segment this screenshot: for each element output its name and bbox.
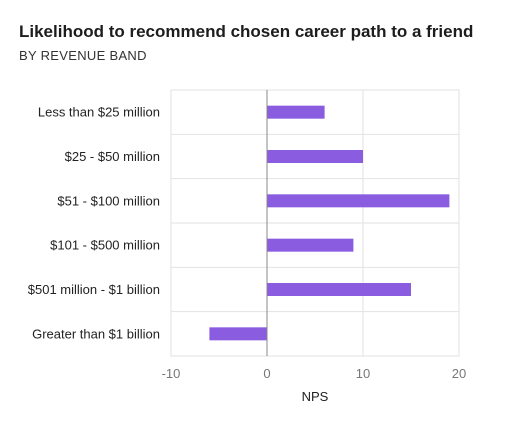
x-tick-label: 0 xyxy=(263,366,270,381)
category-label: $101 - $500 million xyxy=(50,238,160,253)
x-tick-label: -10 xyxy=(162,366,181,381)
x-axis-title: NPS xyxy=(302,389,329,404)
category-label: Less than $25 million xyxy=(38,105,160,120)
category-label: $25 - $50 million xyxy=(65,149,160,164)
bar xyxy=(209,327,267,341)
chart-subtitle: BY REVENUE BAND xyxy=(19,48,147,63)
category-label: $51 - $100 million xyxy=(57,193,160,208)
chart-title: Likelihood to recommend chosen career pa… xyxy=(19,22,474,41)
x-tick-label: 10 xyxy=(356,366,370,381)
bar xyxy=(267,283,411,296)
category-label: $501 million - $1 billion xyxy=(28,282,160,297)
bar xyxy=(267,105,325,119)
bar xyxy=(267,238,354,252)
bar xyxy=(267,194,450,208)
x-tick-label: 20 xyxy=(452,366,466,381)
bar xyxy=(267,150,363,163)
category-label: Greater than $1 billion xyxy=(32,326,160,341)
